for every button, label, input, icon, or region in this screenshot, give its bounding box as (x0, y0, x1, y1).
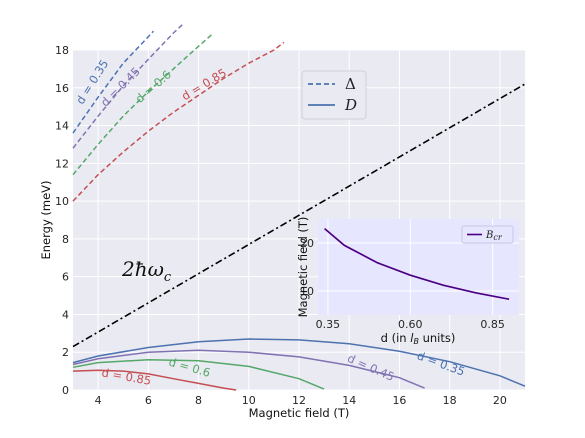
x-tick-label: 20 (493, 394, 507, 407)
inset-x-axis-label: d (in lB units) (381, 331, 456, 346)
series-d-d-0-85 (72, 369, 237, 391)
y-tick-label: 2 (62, 346, 69, 359)
x-tick-label: 18 (443, 394, 457, 407)
inset-legend: Bcr (461, 225, 514, 244)
main-legend: Δ D (301, 70, 367, 120)
inset-x-tick-label: 0.60 (398, 318, 423, 331)
x-tick-label: 4 (95, 394, 102, 407)
main-legend-box (301, 70, 367, 120)
x-tick-label: 8 (195, 394, 202, 407)
y-tick-label: 12 (55, 157, 69, 170)
y-tick-label: 4 (62, 308, 69, 321)
hbar-omega-annotation: 2ħωc (121, 257, 172, 285)
legend-d-label: D (344, 96, 357, 114)
inset-series-b-cr (324, 227, 510, 301)
y-tick-label: 10 (55, 195, 69, 208)
series-d-d-0-35 (72, 338, 526, 387)
series-2-c (72, 83, 526, 348)
inset-legend-label: Bcr (485, 230, 503, 242)
series-d-0-6 (72, 32, 215, 176)
series-d-0-45 (72, 23, 185, 149)
x-tick-label: 10 (242, 394, 256, 407)
inset-legend-box (461, 225, 514, 244)
y-tick-label: 16 (55, 82, 69, 95)
x-tick-label: 14 (342, 394, 356, 407)
inset-x-tick-label: 0.85 (480, 318, 505, 331)
y-tick-label: 14 (55, 120, 69, 133)
y-axis-label: Energy (meV) (39, 180, 53, 259)
x-axis-label: Magnetic field (T) (249, 406, 350, 420)
series-d-d-0-45 (72, 349, 425, 389)
legend-delta-label: Δ (345, 75, 356, 93)
inset-y-axis-label: Magnetic field (T) (296, 217, 310, 318)
y-tick-label: 18 (55, 44, 69, 57)
main-ticks: 4 6 8 10 12 14 16 18 20 0 2 4 6 8 10 12 14 16 18 (55, 44, 507, 407)
inset-y-tick-label: 10 (300, 285, 314, 298)
inset-x-tick-label: 0.35 (316, 318, 341, 331)
inset-series (324, 227, 510, 301)
y-tick-label: 0 (62, 384, 69, 397)
main-grid (73, 49, 525, 391)
x-tick-label: 6 (145, 394, 152, 407)
x-tick-label: 12 (292, 394, 306, 407)
main-series-group (72, 23, 526, 391)
y-tick-label: 6 (62, 271, 69, 284)
inset-y-tick-label: 20 (300, 237, 314, 250)
series-d-d-0-6 (72, 359, 325, 390)
y-tick-label: 8 (62, 233, 69, 246)
x-tick-label: 16 (392, 394, 406, 407)
inset-ticks: 0.35 0.60 0.85 10 20 (300, 237, 505, 331)
